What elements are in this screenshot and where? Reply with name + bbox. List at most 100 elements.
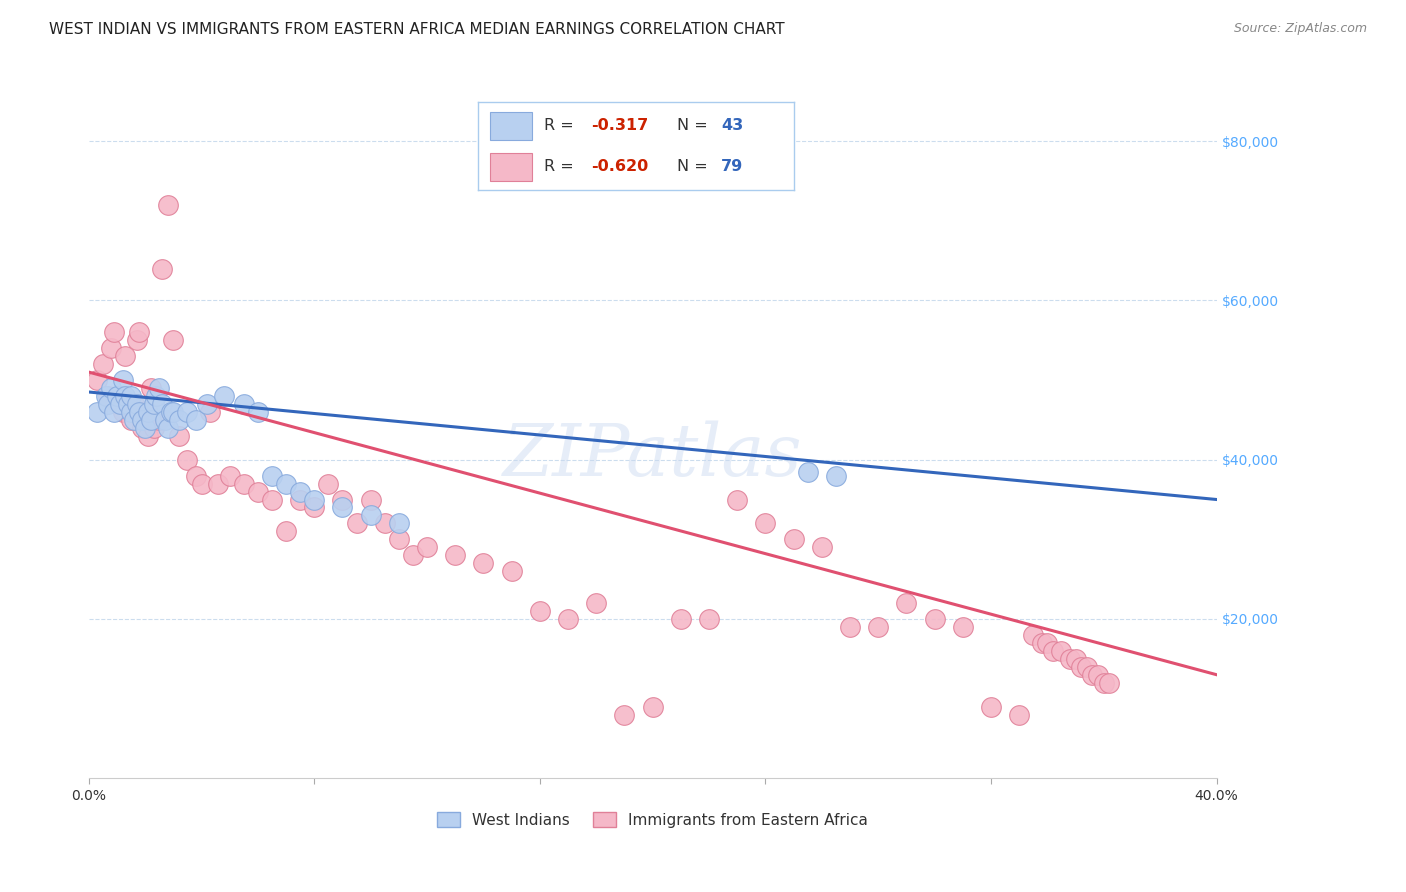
Point	[1036, 636, 1059, 650]
Point	[128, 326, 150, 340]
Point	[304, 492, 326, 507]
Point	[444, 548, 467, 562]
Point	[212, 389, 235, 403]
Point	[162, 333, 184, 347]
Point	[1059, 652, 1081, 666]
Point	[111, 405, 134, 419]
Point	[374, 516, 396, 531]
Point	[839, 620, 862, 634]
Point	[1064, 652, 1087, 666]
Point	[260, 468, 283, 483]
Point	[1042, 644, 1064, 658]
Point	[472, 556, 495, 570]
Point	[952, 620, 974, 634]
Point	[167, 429, 190, 443]
Point	[796, 465, 818, 479]
Point	[1031, 636, 1053, 650]
Point	[754, 516, 776, 531]
Point	[868, 620, 890, 634]
Point	[246, 484, 269, 499]
Point	[103, 405, 125, 419]
Point	[1076, 659, 1098, 673]
Point	[142, 397, 165, 411]
Point	[260, 492, 283, 507]
Point	[725, 492, 748, 507]
Point	[207, 476, 229, 491]
Point	[134, 421, 156, 435]
Point	[122, 413, 145, 427]
Point	[318, 476, 340, 491]
Point	[159, 405, 181, 419]
Text: WEST INDIAN VS IMMIGRANTS FROM EASTERN AFRICA MEDIAN EARNINGS CORRELATION CHART: WEST INDIAN VS IMMIGRANTS FROM EASTERN A…	[49, 22, 785, 37]
Point	[416, 541, 439, 555]
Point	[153, 413, 176, 427]
Point	[825, 468, 848, 483]
Point	[145, 389, 167, 403]
Point	[120, 389, 142, 403]
Point	[1070, 659, 1092, 673]
Point	[388, 533, 411, 547]
Point	[105, 389, 128, 403]
Point	[1092, 675, 1115, 690]
Point	[613, 707, 636, 722]
Point	[136, 429, 159, 443]
Point	[120, 397, 142, 411]
Point	[114, 349, 136, 363]
Point	[94, 389, 117, 403]
Point	[128, 405, 150, 419]
Point	[125, 397, 148, 411]
Point	[980, 699, 1002, 714]
Point	[91, 357, 114, 371]
Point	[117, 397, 139, 411]
Point	[641, 699, 664, 714]
Point	[142, 421, 165, 435]
Point	[184, 468, 207, 483]
Point	[360, 492, 382, 507]
Point	[697, 612, 720, 626]
Point	[131, 421, 153, 435]
Point	[346, 516, 368, 531]
Point	[111, 373, 134, 387]
Point	[529, 604, 551, 618]
Point	[134, 405, 156, 419]
Point	[274, 524, 297, 539]
Point	[190, 476, 212, 491]
Point	[388, 516, 411, 531]
Point	[176, 452, 198, 467]
Point	[162, 405, 184, 419]
Point	[1050, 644, 1073, 658]
Point	[136, 405, 159, 419]
Point	[501, 564, 523, 578]
Legend: West Indians, Immigrants from Eastern Africa: West Indians, Immigrants from Eastern Af…	[432, 805, 875, 834]
Point	[86, 405, 108, 419]
Point	[290, 492, 312, 507]
Point	[332, 492, 354, 507]
Point	[117, 397, 139, 411]
Point	[304, 500, 326, 515]
Point	[120, 405, 142, 419]
Point	[782, 533, 804, 547]
Point	[122, 397, 145, 411]
Point	[924, 612, 946, 626]
Point	[100, 341, 122, 355]
Point	[139, 381, 162, 395]
Point	[103, 326, 125, 340]
Point	[120, 413, 142, 427]
Point	[1081, 667, 1104, 681]
Point	[176, 405, 198, 419]
Point	[148, 381, 170, 395]
Point	[218, 468, 240, 483]
Point	[97, 397, 120, 411]
Point	[100, 381, 122, 395]
Point	[332, 500, 354, 515]
Point	[125, 333, 148, 347]
Point	[290, 484, 312, 499]
Point	[108, 397, 131, 411]
Point	[114, 389, 136, 403]
Point	[274, 476, 297, 491]
Point	[86, 373, 108, 387]
Point	[131, 413, 153, 427]
Point	[810, 541, 832, 555]
Point	[896, 596, 918, 610]
Point	[198, 405, 221, 419]
